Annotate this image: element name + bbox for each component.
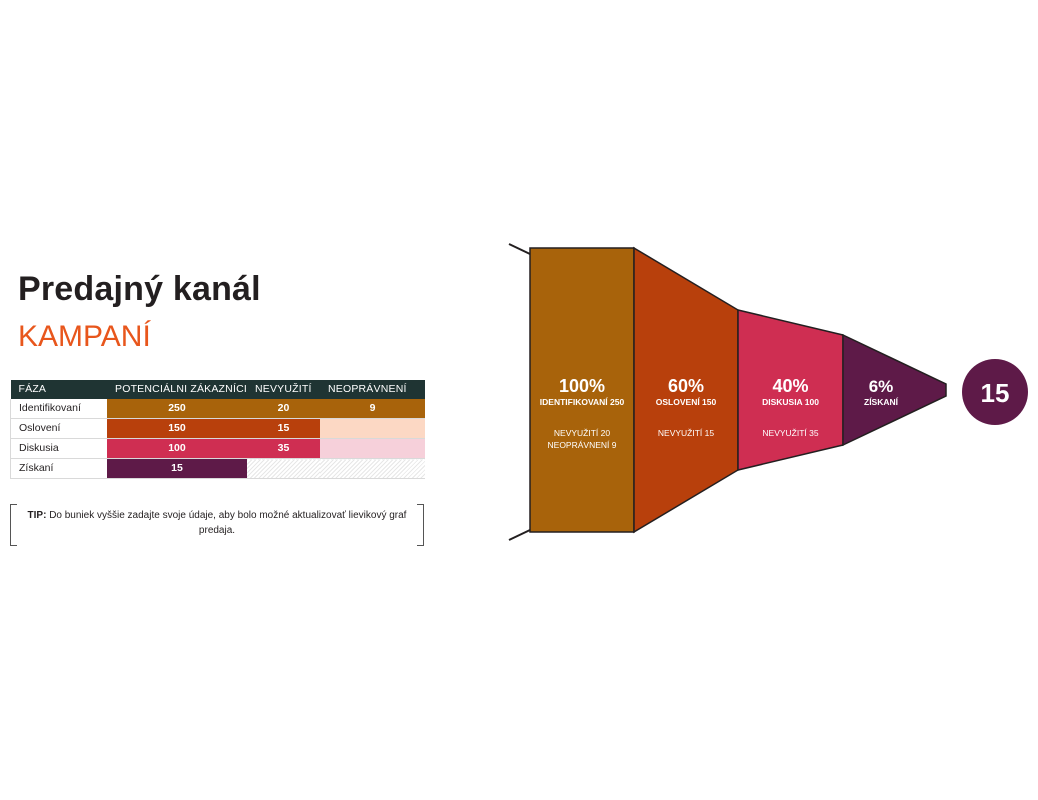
ineligible-cell[interactable]	[319, 418, 425, 439]
tip-bracket-left	[10, 504, 17, 546]
funnel-stage-label: DISKUSIA 100	[762, 397, 819, 407]
funnel-percent-label: 60%	[668, 376, 704, 396]
result-circle	[962, 359, 1028, 425]
tip-bracket-right	[417, 504, 424, 546]
potential-cell[interactable]: 250	[107, 399, 247, 419]
phase-cell[interactable]: Získaní	[10, 458, 107, 479]
potential-cell[interactable]: 150	[107, 418, 247, 439]
funnel-stage-note: NEVYUŽITÍ 35	[762, 428, 818, 438]
tip-label: TIP:	[27, 510, 47, 521]
table-row: Identifikovaní 250 20 9	[10, 399, 425, 419]
header-phase: FÁZA	[18, 383, 47, 395]
funnel-percent-label: 40%	[772, 376, 808, 396]
funnel-stage-note: NEVYUŽITÍ 20	[554, 428, 610, 438]
funnel-percent-label: 6%	[869, 377, 894, 396]
table-row: Získaní 15	[10, 458, 425, 479]
page-title: Predajný kanál	[18, 270, 261, 308]
tip-text: TIP: Do buniek vyššie zadajte svoje údaj…	[24, 508, 410, 538]
unused-cell[interactable]: 15	[246, 418, 320, 439]
funnel-data-table: FÁZA POTENCIÁLNI ZÁKAZNÍCI NEVYUŽITÍ NEO…	[10, 380, 425, 479]
funnel-stage-label: IDENTIFIKOVANÍ 250	[540, 397, 625, 407]
funnel-edge-top	[508, 243, 531, 255]
phase-cell[interactable]: Diskusia	[10, 438, 107, 459]
unused-cell[interactable]: 20	[246, 399, 320, 419]
funnel-stage-note: NEOPRÁVNENÍ 9	[548, 440, 617, 450]
unused-cell[interactable]: 35	[246, 438, 320, 459]
table-row: Diskusia 100 35	[10, 438, 425, 459]
page-subtitle: KAMPANÍ	[18, 320, 151, 353]
header-ineligible: NEOPRÁVNENÍ	[327, 383, 407, 395]
table-row: Oslovení 150 15	[10, 418, 425, 439]
header-potential: POTENCIÁLNI ZÁKAZNÍCI	[115, 383, 247, 395]
header-unused: NEVYUŽITÍ	[254, 383, 312, 395]
funnel-percent-label: 100%	[559, 376, 605, 396]
potential-cell[interactable]: 15	[107, 458, 247, 479]
tip-box: TIP: Do buniek vyššie zadajte svoje údaj…	[10, 504, 424, 546]
funnel-edge-bottom	[508, 529, 531, 541]
table-header-row: FÁZA POTENCIÁLNI ZÁKAZNÍCI NEVYUŽITÍ NEO…	[10, 380, 425, 399]
funnel-stage-4	[842, 333, 947, 447]
ineligible-cell[interactable]: 9	[319, 399, 425, 419]
result-value: 15	[981, 378, 1010, 408]
tip-body: Do buniek vyššie zadajte svoje údaje, ab…	[49, 510, 407, 536]
ineligible-cell[interactable]	[319, 438, 425, 459]
funnel-stage-label: ZÍSKANÍ	[864, 397, 899, 407]
phase-cell[interactable]: Identifikovaní	[10, 399, 107, 419]
funnel-stage-note: NEVYUŽITÍ 15	[658, 428, 714, 438]
potential-cell[interactable]: 100	[107, 438, 247, 459]
phase-cell[interactable]: Oslovení	[10, 418, 107, 439]
unused-cell	[246, 458, 320, 479]
ineligible-cell	[319, 458, 425, 479]
funnel-stage-label: OSLOVENÍ 150	[656, 397, 717, 407]
